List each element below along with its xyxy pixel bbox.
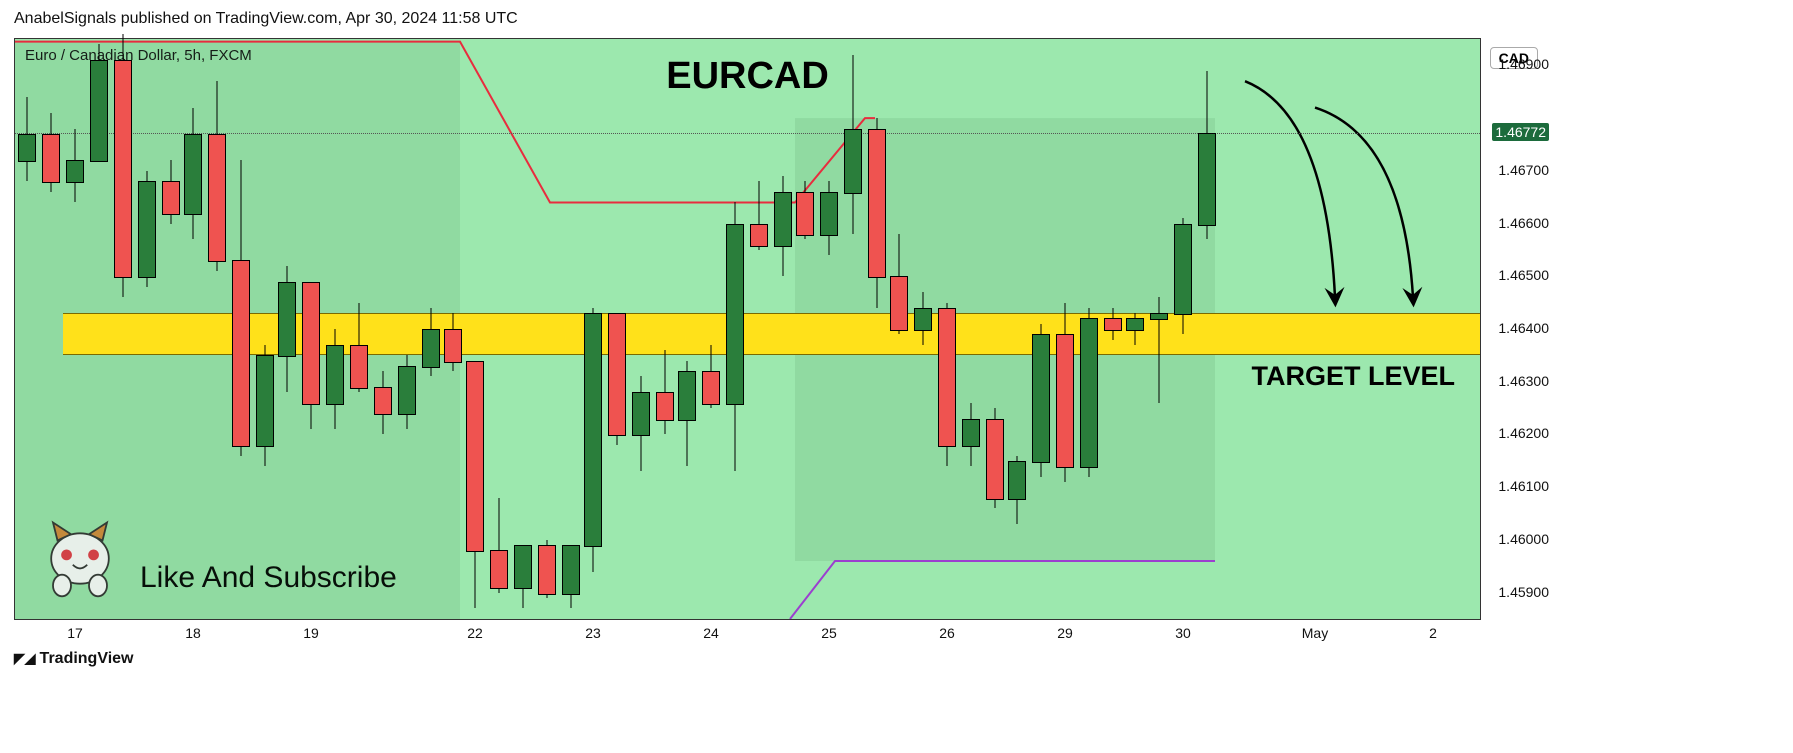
candlestick bbox=[654, 39, 676, 619]
candlestick bbox=[1030, 39, 1052, 619]
x-tick-label: 26 bbox=[939, 625, 955, 641]
x-tick-label: 2 bbox=[1429, 625, 1437, 641]
candlestick bbox=[1124, 39, 1146, 619]
candlestick bbox=[276, 39, 298, 619]
chart-area[interactable]: CAD Euro / Canadian Dollar, 5h, FXCM EUR… bbox=[14, 38, 1481, 620]
candlestick bbox=[254, 39, 276, 619]
candlestick bbox=[582, 39, 604, 619]
candlestick bbox=[1078, 39, 1100, 619]
candlestick bbox=[182, 39, 204, 619]
candlestick bbox=[676, 39, 698, 619]
tradingview-logo: ◤◢TradingView bbox=[14, 650, 134, 668]
y-tick-label: 1.46900 bbox=[1484, 56, 1549, 72]
y-tick-label: 1.46500 bbox=[1484, 267, 1549, 283]
x-tick-label: 30 bbox=[1175, 625, 1191, 641]
candlestick bbox=[936, 39, 958, 619]
candlestick bbox=[488, 39, 510, 619]
y-axis: 1.46900 1.46700 1.46600 1.46500 1.46400 1.463… bbox=[1479, 38, 1549, 618]
candlestick bbox=[536, 39, 558, 619]
candlestick bbox=[1172, 39, 1194, 619]
y-tick-label: 1.46100 bbox=[1484, 478, 1549, 494]
candlestick bbox=[630, 39, 652, 619]
candlestick bbox=[396, 39, 418, 619]
x-tick-label: 18 bbox=[185, 625, 201, 641]
candlestick bbox=[464, 39, 486, 619]
candlestick bbox=[40, 39, 62, 619]
candlestick bbox=[372, 39, 394, 619]
y-tick-label: 1.46300 bbox=[1484, 373, 1549, 389]
candlestick bbox=[700, 39, 722, 619]
candlestick bbox=[300, 39, 322, 619]
y-tick-label: 1.46700 bbox=[1484, 162, 1549, 178]
candlestick bbox=[818, 39, 840, 619]
candlestick bbox=[230, 39, 252, 619]
tv-icon: ◤◢ bbox=[14, 650, 36, 666]
candlestick bbox=[772, 39, 794, 619]
candlestick bbox=[794, 39, 816, 619]
candlestick bbox=[1054, 39, 1076, 619]
footer-text: TradingView bbox=[40, 650, 134, 667]
candlestick bbox=[206, 39, 228, 619]
y-tick-label: 1.46600 bbox=[1484, 215, 1549, 231]
y-tick-label: 1.46000 bbox=[1484, 531, 1549, 547]
candlestick bbox=[136, 39, 158, 619]
target-level-label: TARGET LEVEL bbox=[1251, 361, 1455, 392]
candlestick bbox=[960, 39, 982, 619]
candlestick bbox=[88, 39, 110, 619]
candlestick bbox=[888, 39, 910, 619]
candlestick bbox=[442, 39, 464, 619]
candlestick bbox=[866, 39, 888, 619]
x-tick-label: 24 bbox=[703, 625, 719, 641]
candlestick bbox=[348, 39, 370, 619]
x-tick-label: 29 bbox=[1057, 625, 1073, 641]
y-tick-label: 1.45900 bbox=[1484, 584, 1549, 600]
candlestick bbox=[64, 39, 86, 619]
current-price-label: 1.46772 bbox=[1492, 123, 1549, 141]
x-tick-label: 19 bbox=[303, 625, 319, 641]
x-tick-label: 25 bbox=[821, 625, 837, 641]
x-tick-label: 22 bbox=[467, 625, 483, 641]
candlestick bbox=[1006, 39, 1028, 619]
candlestick bbox=[512, 39, 534, 619]
candlestick bbox=[606, 39, 628, 619]
x-tick-label: May bbox=[1302, 625, 1328, 641]
candlestick bbox=[324, 39, 346, 619]
candlestick bbox=[16, 39, 38, 619]
candlestick bbox=[1102, 39, 1124, 619]
candlestick bbox=[112, 39, 134, 619]
y-tick-label: 1.46400 bbox=[1484, 320, 1549, 336]
candlestick bbox=[842, 39, 864, 619]
candlestick bbox=[420, 39, 442, 619]
candlestick bbox=[912, 39, 934, 619]
candlestick bbox=[1148, 39, 1170, 619]
candlestick bbox=[748, 39, 770, 619]
candlestick bbox=[984, 39, 1006, 619]
publish-info: AnabelSignals published on TradingView.c… bbox=[14, 10, 518, 28]
candlestick bbox=[724, 39, 746, 619]
x-tick-label: 17 bbox=[67, 625, 83, 641]
x-tick-label: 23 bbox=[585, 625, 601, 641]
y-tick-label: 1.46200 bbox=[1484, 425, 1549, 441]
candlestick bbox=[160, 39, 182, 619]
candlestick bbox=[560, 39, 582, 619]
candlestick bbox=[1196, 39, 1218, 619]
